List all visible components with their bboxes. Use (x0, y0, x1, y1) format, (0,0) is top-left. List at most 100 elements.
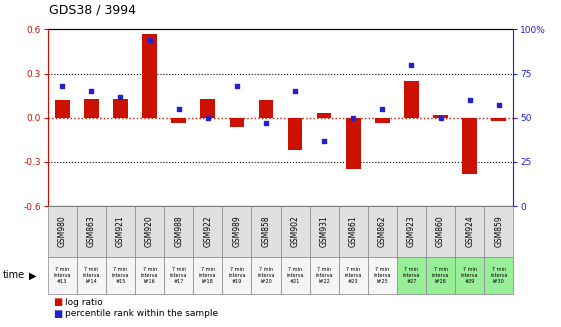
Point (320, 138, 329, 143)
Bar (310, 257, 339, 294)
Bar (193, 257, 222, 294)
Point (436, 115, 445, 120)
Text: GDS38 / 3994: GDS38 / 3994 (49, 3, 136, 16)
Bar (77, 257, 106, 294)
Bar (48, 206, 77, 257)
Text: GSM860: GSM860 (436, 215, 445, 247)
Text: 7 min
interva
l#20: 7 min interva l#20 (257, 267, 275, 284)
Text: 7 min
interva
#15: 7 min interva #15 (112, 267, 129, 284)
Bar (288, 118, 302, 150)
Bar (433, 115, 448, 118)
Bar (368, 206, 397, 257)
Text: 7 min
interva
l#16: 7 min interva l#16 (141, 267, 158, 284)
Point (465, 97, 474, 103)
Text: 7 min
interva
#17: 7 min interva #17 (170, 267, 187, 284)
Bar (84, 99, 99, 118)
Text: 7 min
interva
l#18: 7 min interva l#18 (199, 267, 217, 284)
Bar (193, 206, 222, 257)
Text: 7 min
interva
#19: 7 min interva #19 (228, 267, 246, 284)
Bar (346, 118, 361, 169)
Text: time: time (3, 270, 25, 281)
Text: 7 min
interva
l#25: 7 min interva l#25 (374, 267, 391, 284)
Point (174, 106, 183, 112)
Bar (426, 206, 455, 257)
Bar (339, 257, 368, 294)
Text: ■: ■ (53, 309, 62, 319)
Point (232, 83, 241, 89)
Point (116, 94, 125, 99)
Text: GSM923: GSM923 (407, 215, 416, 247)
Bar (113, 99, 128, 118)
Text: GSM922: GSM922 (203, 215, 212, 247)
Bar (404, 81, 419, 118)
Text: ▶: ▶ (29, 270, 36, 281)
Text: 7 min
interva
#27: 7 min interva #27 (403, 267, 420, 284)
Bar (397, 206, 426, 257)
Bar (317, 113, 332, 118)
Point (261, 120, 270, 126)
Bar (48, 257, 77, 294)
Bar (397, 257, 426, 294)
Bar (222, 206, 251, 257)
Bar (77, 206, 106, 257)
Text: percentile rank within the sample: percentile rank within the sample (65, 309, 218, 318)
Text: ■: ■ (53, 298, 62, 307)
Point (494, 103, 503, 108)
Bar (106, 206, 135, 257)
Bar (259, 100, 273, 118)
Text: GSM980: GSM980 (58, 215, 67, 247)
Text: GSM921: GSM921 (116, 215, 125, 247)
Point (58, 83, 67, 89)
Point (291, 89, 300, 94)
Bar (375, 118, 390, 123)
Text: 7 min
interva
l#30: 7 min interva l#30 (490, 267, 508, 284)
Text: GSM920: GSM920 (145, 215, 154, 247)
Bar (200, 99, 215, 118)
Bar (164, 206, 193, 257)
Bar (310, 206, 339, 257)
Bar (462, 118, 477, 174)
Text: GSM863: GSM863 (87, 215, 96, 247)
Text: 7 min
interva
#23: 7 min interva #23 (344, 267, 362, 284)
Text: 7 min
interva
#13: 7 min interva #13 (53, 267, 71, 284)
Bar (222, 257, 251, 294)
Bar (426, 257, 455, 294)
Text: 7 min
interva
l#28: 7 min interva l#28 (432, 267, 449, 284)
Bar (339, 206, 368, 257)
Text: 7 min
interva
#21: 7 min interva #21 (286, 267, 304, 284)
Bar (280, 206, 310, 257)
Bar (251, 206, 280, 257)
Text: GSM924: GSM924 (465, 215, 474, 247)
Text: GSM931: GSM931 (320, 215, 329, 247)
Text: 7 min
interva
#29: 7 min interva #29 (461, 267, 479, 284)
Text: GSM861: GSM861 (349, 215, 358, 247)
Bar (142, 34, 157, 118)
Point (349, 115, 358, 120)
Text: 7 min
interva
l#14: 7 min interva l#14 (82, 267, 100, 284)
Bar (106, 257, 135, 294)
Bar (135, 257, 164, 294)
Bar (229, 118, 244, 127)
Bar (55, 100, 70, 118)
Point (203, 115, 212, 120)
Bar (491, 118, 506, 121)
Bar (164, 257, 193, 294)
Bar (484, 257, 513, 294)
Text: 7 min
interva
l#22: 7 min interva l#22 (315, 267, 333, 284)
Point (145, 37, 154, 43)
Text: GSM858: GSM858 (261, 215, 270, 247)
Bar (484, 206, 513, 257)
Text: GSM862: GSM862 (378, 215, 387, 247)
Bar (251, 257, 280, 294)
Text: log ratio: log ratio (65, 298, 102, 307)
Point (378, 106, 387, 112)
Text: GSM859: GSM859 (494, 215, 503, 247)
Point (87, 89, 96, 94)
Bar (455, 206, 484, 257)
Text: GSM989: GSM989 (232, 215, 241, 247)
Bar (135, 206, 164, 257)
Point (407, 62, 416, 67)
Bar (368, 257, 397, 294)
Text: GSM988: GSM988 (174, 215, 183, 247)
Bar (171, 118, 186, 123)
